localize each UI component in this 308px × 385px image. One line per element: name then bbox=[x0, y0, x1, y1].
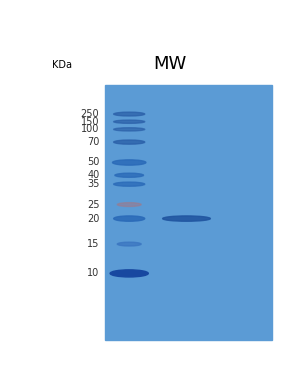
Text: MW: MW bbox=[153, 55, 186, 73]
Text: 50: 50 bbox=[87, 157, 99, 167]
Ellipse shape bbox=[115, 173, 144, 177]
Text: 250: 250 bbox=[81, 109, 99, 119]
Ellipse shape bbox=[114, 112, 145, 116]
Text: 10: 10 bbox=[87, 268, 99, 278]
Ellipse shape bbox=[114, 128, 145, 131]
Ellipse shape bbox=[163, 216, 210, 221]
Text: 70: 70 bbox=[87, 137, 99, 147]
Text: 150: 150 bbox=[81, 117, 99, 127]
Bar bbox=[105, 85, 273, 340]
Ellipse shape bbox=[114, 140, 145, 144]
Ellipse shape bbox=[112, 160, 146, 165]
Text: 15: 15 bbox=[87, 239, 99, 249]
Ellipse shape bbox=[117, 203, 141, 206]
Text: 100: 100 bbox=[81, 124, 99, 134]
Ellipse shape bbox=[114, 182, 145, 186]
Text: 20: 20 bbox=[87, 214, 99, 224]
Ellipse shape bbox=[114, 120, 145, 123]
Ellipse shape bbox=[117, 242, 141, 246]
Text: 35: 35 bbox=[87, 179, 99, 189]
Text: 25: 25 bbox=[87, 199, 99, 209]
Text: KDa: KDa bbox=[52, 60, 72, 70]
Ellipse shape bbox=[114, 216, 145, 221]
Text: 40: 40 bbox=[87, 170, 99, 180]
Ellipse shape bbox=[110, 270, 148, 277]
